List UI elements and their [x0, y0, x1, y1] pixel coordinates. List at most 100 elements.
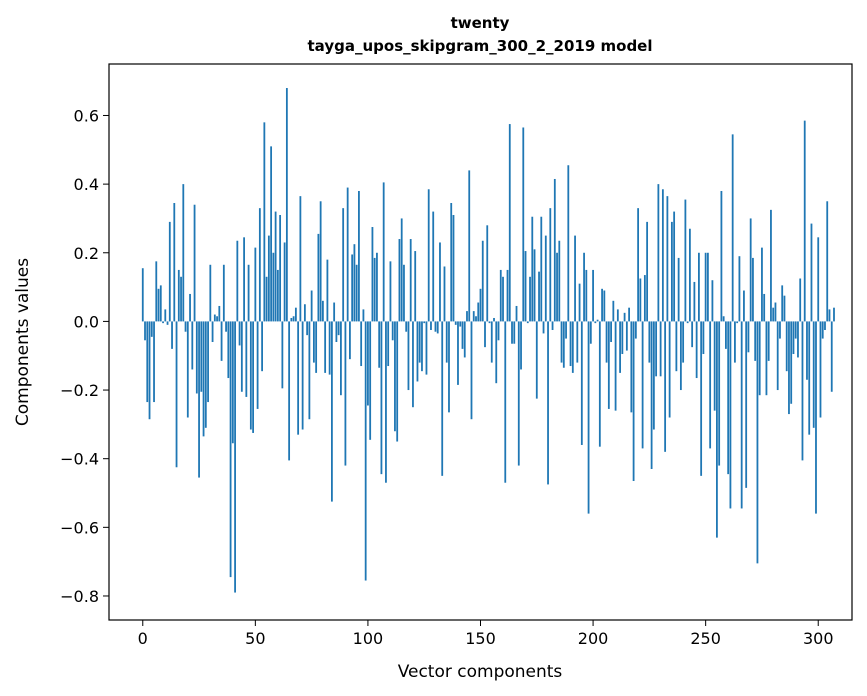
bar [740, 321, 743, 509]
bar [598, 321, 601, 447]
bar [734, 321, 736, 363]
bar [258, 208, 261, 322]
bar [407, 321, 410, 391]
bar [569, 321, 572, 367]
bar [211, 321, 214, 342]
bar [698, 252, 700, 322]
bar [299, 196, 302, 322]
x-axis-label: Vector components [398, 662, 563, 682]
bar [164, 309, 167, 322]
bar [628, 307, 630, 322]
bar [743, 290, 745, 322]
bar [427, 189, 430, 322]
bar [396, 321, 399, 442]
bar [394, 321, 396, 432]
bar [707, 252, 709, 322]
bar [738, 256, 741, 322]
bar [180, 276, 182, 322]
bar [310, 290, 313, 322]
bar [765, 321, 768, 396]
chart-subtitle: tayga_upos_skipgram_300_2_2019 model [308, 37, 653, 55]
bar [238, 321, 241, 346]
bar [763, 293, 766, 322]
bar [578, 283, 581, 322]
bar [358, 190, 360, 322]
bar [279, 215, 282, 322]
bar [646, 221, 649, 322]
bar [182, 184, 185, 322]
bar [328, 321, 331, 375]
bar [529, 276, 531, 322]
bar [504, 321, 507, 483]
bar [249, 321, 252, 430]
bar [333, 302, 336, 322]
bar [171, 321, 173, 349]
bar [319, 201, 322, 322]
bar [547, 321, 549, 485]
bar [472, 311, 475, 322]
bar [486, 225, 489, 322]
bar [643, 275, 646, 322]
y-tick-label: −0.4 [60, 450, 99, 469]
bar [801, 321, 804, 461]
bar [806, 321, 808, 380]
y-tick-label: 0.4 [74, 175, 99, 194]
bar [288, 321, 291, 461]
bar [601, 288, 603, 322]
bar [468, 170, 471, 322]
bar [281, 321, 284, 389]
bar [373, 257, 376, 322]
bar [195, 321, 198, 394]
bar [833, 307, 835, 322]
bar [544, 235, 547, 322]
bar [191, 321, 194, 370]
bar [830, 321, 833, 392]
bar [349, 321, 351, 360]
bar [583, 252, 585, 322]
bar [479, 288, 482, 322]
bar [457, 321, 459, 385]
bar [297, 321, 300, 435]
bar [421, 321, 423, 372]
bar [502, 276, 504, 322]
bar [815, 321, 817, 514]
bar [790, 321, 793, 404]
bar [364, 321, 367, 581]
bar [630, 321, 633, 413]
bar [585, 269, 588, 322]
bar [303, 304, 306, 322]
bar [817, 237, 820, 322]
bar [463, 321, 466, 358]
bar [632, 321, 635, 481]
bar [270, 146, 273, 322]
bar [367, 321, 369, 406]
bar [385, 321, 387, 483]
bar [779, 321, 781, 339]
bar [621, 321, 624, 355]
bar [265, 276, 268, 322]
bar [776, 321, 779, 391]
bar [236, 240, 239, 322]
bar [166, 321, 169, 325]
y-axis: 0.6 0.4 0.2 0.0 −0.2 −0.4 −0.6 −0.8 [60, 106, 109, 606]
bar [722, 316, 725, 322]
bar [587, 321, 590, 514]
bar [168, 221, 171, 322]
bar [619, 321, 621, 373]
bar [711, 280, 714, 322]
bar [324, 321, 327, 373]
bar [754, 321, 757, 361]
bar [400, 218, 403, 322]
bar [198, 321, 200, 478]
bar [355, 264, 358, 322]
bar [713, 321, 716, 411]
bar [702, 321, 705, 355]
bar [691, 321, 694, 348]
bar [603, 290, 606, 322]
bar [670, 221, 673, 322]
bar [508, 124, 511, 322]
x-axis: 0 50 100 150 200 250 300 [138, 620, 834, 648]
bar [398, 239, 401, 322]
bar [389, 261, 392, 322]
bar [484, 321, 486, 348]
